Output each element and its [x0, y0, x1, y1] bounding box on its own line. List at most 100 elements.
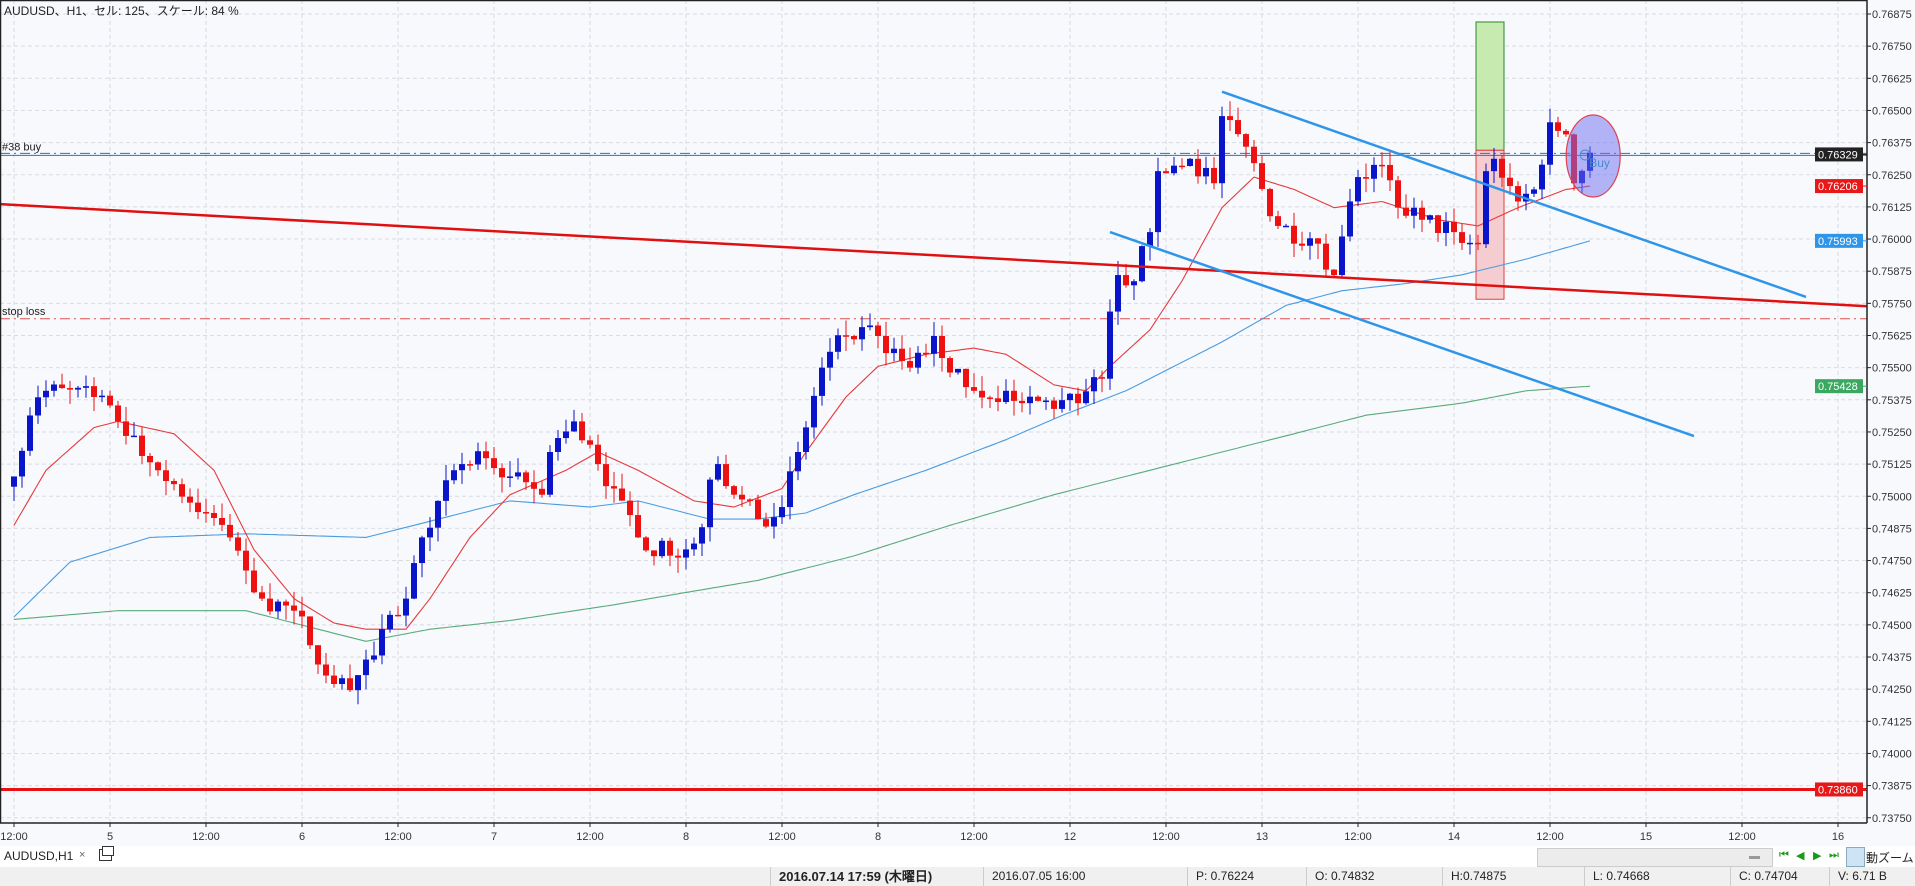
candle-body [83, 386, 89, 388]
chart-scrollbar[interactable] [1537, 848, 1773, 867]
candle [611, 472, 617, 503]
candle [435, 500, 441, 542]
candle-body [843, 335, 849, 337]
candle [331, 664, 337, 688]
candle [1035, 395, 1041, 402]
candle-body [683, 549, 689, 558]
price-tick-label: 0.75000 [1872, 491, 1912, 503]
candle-body [43, 390, 49, 398]
candle [1091, 369, 1097, 405]
scroll-last-button[interactable]: ⏭ [1829, 849, 1839, 861]
candle-body [507, 476, 513, 478]
chart-area[interactable]: Buy #38 buy stop loss 0.76875 0.76750 0.76625… [0, 0, 1915, 846]
candle-body [1459, 232, 1465, 243]
candle-body [787, 471, 793, 508]
candle-body [707, 479, 713, 528]
candle-body [1131, 281, 1137, 286]
time-tick-label: 12:00 [768, 831, 796, 843]
candle-body [747, 499, 753, 501]
candle-body [1083, 391, 1089, 404]
candle [379, 614, 385, 665]
candle [355, 675, 361, 705]
candle-body [1507, 177, 1513, 187]
candle-body [539, 488, 545, 495]
scroll-thumb[interactable] [1749, 856, 1760, 859]
scroll-right-button[interactable]: ▶ [1813, 850, 1822, 862]
candle [835, 328, 841, 360]
price-tick-label: 0.75500 [1872, 363, 1912, 375]
candle [1155, 157, 1161, 247]
ma-mid-line [13, 240, 1591, 618]
scroll-first-button[interactable]: ⏮ [1779, 849, 1789, 861]
candle [867, 313, 873, 331]
candle [1363, 163, 1369, 193]
candle [539, 481, 545, 498]
candle [931, 322, 937, 367]
auto-zoom-label[interactable]: 動ズーム [1866, 851, 1914, 865]
candle-body [1243, 134, 1249, 147]
candle-body [619, 488, 625, 501]
scroll-left-button[interactable]: ◀ [1796, 850, 1805, 862]
price-tick-label: 0.76875 [1872, 9, 1912, 21]
candle [1403, 194, 1409, 219]
candle [891, 337, 897, 362]
candle-body [1411, 207, 1417, 216]
price-badge-label: 0.75428 [1818, 381, 1858, 393]
candle-body [1555, 122, 1561, 131]
candle-body [931, 336, 937, 354]
candle [571, 409, 577, 432]
candle-body [1355, 177, 1361, 202]
candle [275, 599, 281, 619]
candle [475, 442, 481, 470]
time-tick-label: 6 [299, 831, 305, 843]
candle [1395, 175, 1401, 219]
candle-body [235, 537, 241, 551]
candle-body [1187, 158, 1193, 166]
candle [979, 376, 985, 409]
chart-tab-bar: AUDUSD,H1 × ⏮ ◀ ▶ ⏭ 動ズーム [0, 846, 1915, 868]
candle-body [715, 464, 721, 480]
candle-body [923, 352, 929, 355]
candle-body [779, 507, 785, 518]
candle-body [563, 431, 569, 439]
status-bar: 2016.07.14 17:59 (木曜日) 2016.07.05 16:00 … [0, 867, 1915, 886]
candle [259, 586, 265, 601]
candle-body [1395, 180, 1401, 208]
candle-body [771, 517, 777, 527]
candle-body [1035, 396, 1041, 401]
time-tick-label: 16 [1832, 831, 1844, 843]
auto-zoom-icon[interactable] [1846, 847, 1865, 867]
candle-body [907, 361, 913, 368]
status-bar-time: 2016.07.05 16:00 [983, 867, 1184, 886]
time-tick-label: 7 [491, 831, 497, 843]
candle-body [1275, 216, 1281, 226]
candle [587, 435, 593, 449]
candle [795, 441, 801, 481]
candle [43, 380, 49, 408]
candle [1075, 387, 1081, 416]
candle-body [1171, 165, 1177, 174]
candle [507, 461, 513, 488]
candle-body [419, 537, 425, 564]
window-restore-icon[interactable] [99, 846, 114, 861]
candle [443, 464, 449, 516]
candle [1115, 261, 1121, 325]
candle-body [187, 496, 193, 503]
chart-tab[interactable]: AUDUSD,H1 [4, 849, 74, 863]
candle [1251, 140, 1257, 172]
time-tick-label: 13 [1256, 831, 1268, 843]
price-chart[interactable]: Buy #38 buy stop loss 0.76875 0.76750 0.76625… [0, 0, 1915, 846]
candle [1107, 299, 1113, 390]
candle-body [851, 336, 857, 340]
candle-body [1403, 207, 1409, 216]
candle [1339, 224, 1345, 279]
close-tab-icon[interactable]: × [79, 849, 86, 861]
candle-body [1195, 158, 1201, 177]
candle [411, 555, 417, 600]
status-datetime: 2016.07.14 17:59 (木曜日) [770, 867, 979, 886]
candle-body [595, 444, 601, 465]
price-tick-label: 0.75625 [1872, 331, 1912, 343]
price-badge [1815, 782, 1863, 797]
candle [659, 537, 665, 559]
candle [1059, 387, 1065, 413]
